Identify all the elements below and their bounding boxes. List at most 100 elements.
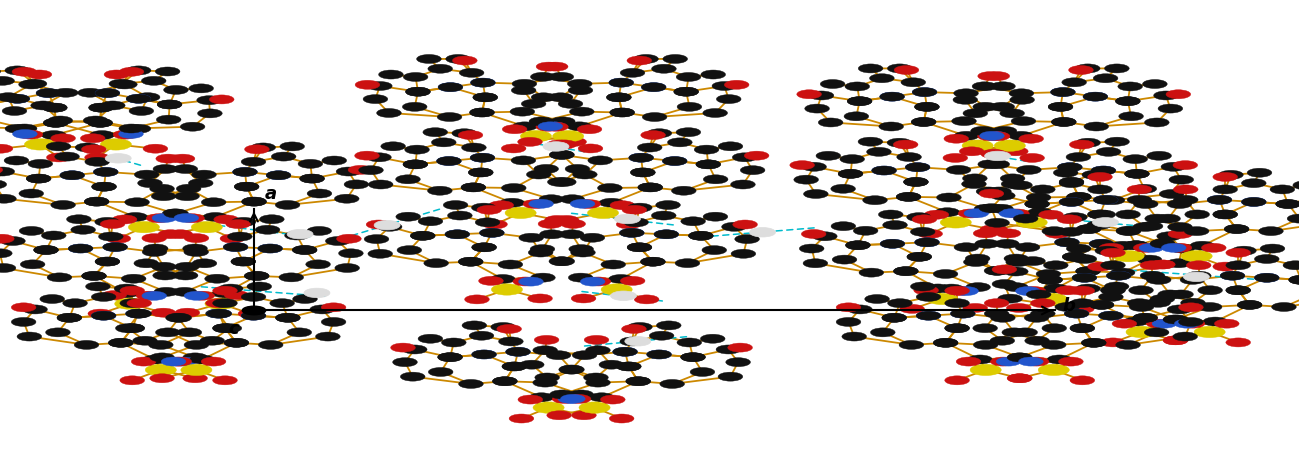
Circle shape bbox=[1066, 192, 1091, 201]
Circle shape bbox=[544, 216, 569, 225]
Circle shape bbox=[1157, 232, 1182, 241]
Circle shape bbox=[192, 259, 217, 268]
Circle shape bbox=[963, 303, 987, 312]
Circle shape bbox=[143, 244, 168, 253]
Circle shape bbox=[275, 313, 300, 322]
Circle shape bbox=[533, 378, 557, 387]
Circle shape bbox=[956, 357, 981, 366]
Circle shape bbox=[549, 390, 574, 399]
Circle shape bbox=[925, 284, 950, 293]
Circle shape bbox=[1030, 309, 1055, 318]
Circle shape bbox=[992, 127, 1017, 136]
Circle shape bbox=[95, 257, 120, 266]
Circle shape bbox=[1004, 254, 1029, 263]
Circle shape bbox=[543, 122, 568, 131]
Circle shape bbox=[153, 164, 178, 173]
Circle shape bbox=[513, 277, 538, 286]
Circle shape bbox=[1173, 161, 1198, 170]
Circle shape bbox=[1126, 326, 1157, 337]
Circle shape bbox=[647, 350, 672, 359]
Circle shape bbox=[1016, 243, 1040, 252]
Circle shape bbox=[978, 72, 1003, 81]
Circle shape bbox=[1150, 239, 1174, 248]
Circle shape bbox=[126, 309, 151, 318]
Circle shape bbox=[1076, 225, 1100, 234]
Circle shape bbox=[549, 73, 574, 82]
Circle shape bbox=[1128, 195, 1152, 204]
Circle shape bbox=[853, 226, 878, 235]
Circle shape bbox=[521, 130, 552, 142]
Circle shape bbox=[179, 214, 204, 223]
Circle shape bbox=[551, 117, 575, 126]
Circle shape bbox=[92, 182, 117, 191]
Circle shape bbox=[794, 175, 818, 184]
Circle shape bbox=[607, 93, 631, 102]
Circle shape bbox=[452, 56, 477, 65]
Circle shape bbox=[259, 340, 283, 349]
Circle shape bbox=[255, 225, 279, 234]
Circle shape bbox=[410, 231, 435, 240]
Circle shape bbox=[1059, 179, 1083, 188]
Circle shape bbox=[238, 309, 262, 318]
Circle shape bbox=[1053, 168, 1078, 177]
Circle shape bbox=[143, 144, 168, 153]
Circle shape bbox=[546, 351, 570, 360]
Circle shape bbox=[549, 150, 574, 159]
Circle shape bbox=[1146, 319, 1172, 328]
Circle shape bbox=[129, 221, 160, 233]
Circle shape bbox=[559, 100, 583, 109]
Circle shape bbox=[796, 90, 821, 99]
Circle shape bbox=[703, 212, 727, 221]
Circle shape bbox=[0, 180, 6, 189]
Circle shape bbox=[916, 292, 940, 301]
Circle shape bbox=[213, 286, 238, 295]
Circle shape bbox=[418, 334, 443, 343]
Circle shape bbox=[91, 311, 116, 320]
Circle shape bbox=[336, 234, 361, 243]
Circle shape bbox=[625, 337, 651, 346]
Circle shape bbox=[1179, 275, 1204, 284]
Circle shape bbox=[681, 353, 705, 362]
Circle shape bbox=[511, 107, 535, 116]
Circle shape bbox=[113, 80, 138, 89]
Circle shape bbox=[651, 211, 675, 220]
Circle shape bbox=[173, 287, 197, 296]
Circle shape bbox=[153, 271, 178, 280]
Circle shape bbox=[284, 231, 309, 240]
Circle shape bbox=[640, 131, 665, 140]
Circle shape bbox=[529, 199, 553, 208]
Circle shape bbox=[42, 231, 66, 240]
Circle shape bbox=[735, 235, 760, 244]
Circle shape bbox=[1247, 168, 1272, 177]
Circle shape bbox=[1242, 197, 1267, 207]
Circle shape bbox=[503, 125, 527, 134]
Circle shape bbox=[677, 102, 701, 111]
Circle shape bbox=[47, 273, 71, 282]
Circle shape bbox=[381, 142, 405, 151]
Circle shape bbox=[184, 292, 209, 301]
Circle shape bbox=[100, 139, 131, 150]
Circle shape bbox=[191, 221, 222, 233]
Circle shape bbox=[638, 143, 662, 152]
Circle shape bbox=[1131, 184, 1156, 193]
Circle shape bbox=[600, 395, 625, 404]
Circle shape bbox=[1016, 217, 1047, 228]
Circle shape bbox=[0, 165, 3, 174]
Circle shape bbox=[696, 160, 721, 169]
Circle shape bbox=[500, 198, 525, 207]
Circle shape bbox=[1009, 95, 1034, 104]
Circle shape bbox=[565, 164, 590, 173]
Circle shape bbox=[1133, 243, 1159, 252]
Circle shape bbox=[1272, 302, 1296, 311]
Circle shape bbox=[933, 338, 957, 347]
Circle shape bbox=[896, 192, 921, 201]
Circle shape bbox=[1237, 301, 1261, 310]
Circle shape bbox=[368, 249, 392, 258]
Circle shape bbox=[1017, 165, 1042, 174]
Circle shape bbox=[1137, 255, 1161, 264]
Circle shape bbox=[1042, 227, 1066, 236]
Circle shape bbox=[1083, 122, 1108, 131]
Circle shape bbox=[1287, 214, 1299, 223]
Circle shape bbox=[620, 228, 644, 237]
Circle shape bbox=[675, 259, 700, 268]
